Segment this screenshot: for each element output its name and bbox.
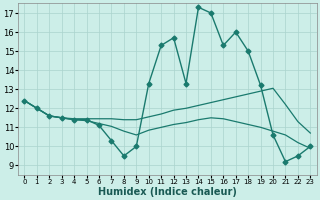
X-axis label: Humidex (Indice chaleur): Humidex (Indice chaleur) — [98, 187, 237, 197]
